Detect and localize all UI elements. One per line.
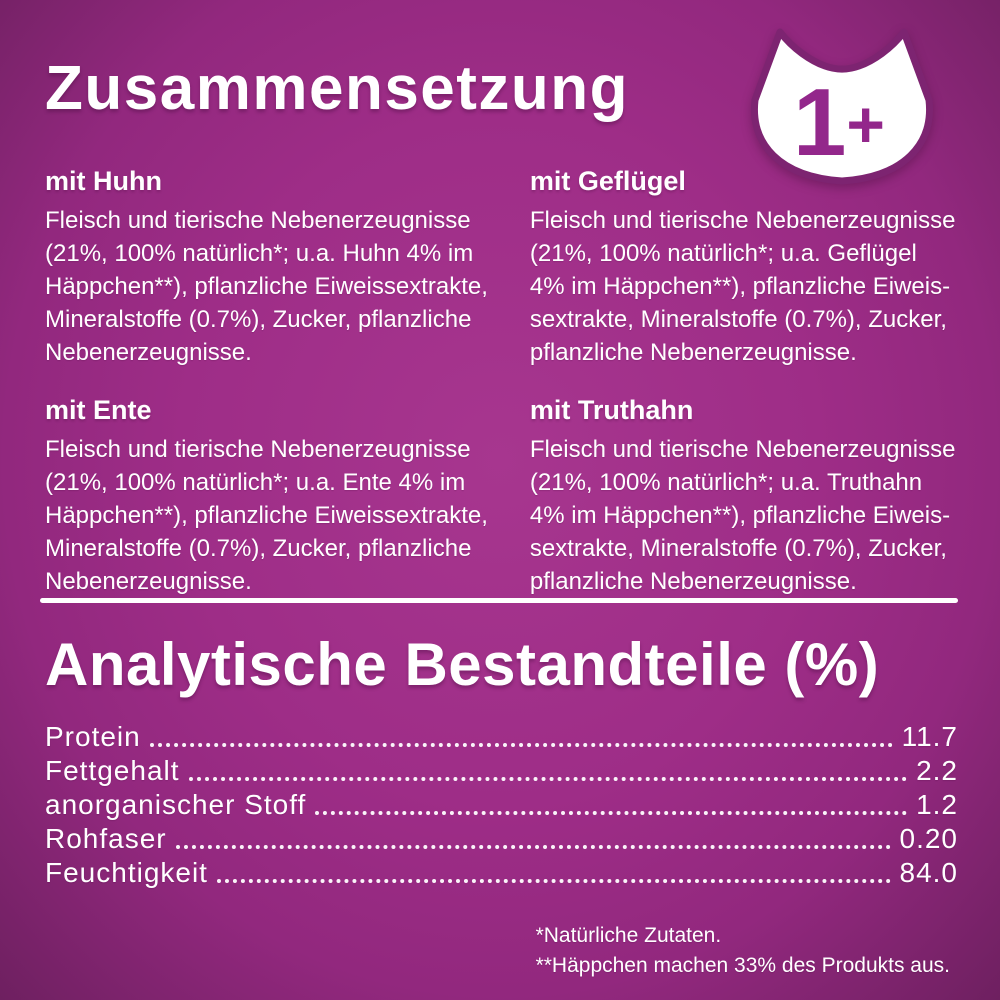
section-heading: mit Huhn: [45, 166, 162, 196]
section-mit-gefluegel: mit Geflügel Fleisch und tierische Neben…: [530, 166, 962, 369]
footnote-haeppchen: **Häppchen machen 33% des Produkts aus.: [535, 954, 950, 977]
section-mit-huhn: mit Huhn Fleisch und tierische Nebenerze…: [45, 166, 488, 369]
section-body: Fleisch und tierische Nebenerzeugnisse (…: [45, 207, 488, 367]
row-label: Feuchtigkeit: [45, 857, 208, 888]
table-row-rohfaser: Rohfaser 0.20: [45, 822, 958, 856]
row-value: 84.0: [899, 857, 958, 888]
footnotes: *Natürliche Zutaten. **Häppchen machen 3…: [536, 921, 950, 981]
analytical-table: Protein 11.7 Fettgehalt 2.2 anorganische…: [45, 720, 958, 890]
table-row-anorganischer-stoff: anorganischer Stoff 1.2: [45, 788, 958, 822]
table-row-protein: Protein 11.7: [45, 720, 958, 754]
row-value: 1.2: [916, 789, 958, 820]
row-value: 0.20: [899, 823, 958, 854]
dotted-leader: [216, 856, 891, 883]
table-row-fettgehalt: Fettgehalt 2.2: [45, 754, 958, 788]
age-badge-text: 1+: [793, 69, 885, 176]
composition-sections: mit Huhn Fleisch und tierische Nebenerze…: [45, 166, 962, 598]
section-body: Fleisch und tierische Nebenerzeugnisse (…: [529, 436, 956, 596]
dotted-leader: [188, 754, 908, 781]
dotted-leader: [175, 822, 891, 849]
cat-head-shape: [750, 28, 934, 185]
dotted-leader: [315, 788, 908, 815]
row-label: anorganischer Stoff: [45, 789, 307, 820]
composition-title: Zusammensetzung: [45, 54, 630, 123]
row-value: 11.7: [901, 721, 958, 752]
section-mit-ente: mit Ente Fleisch und tierische Nebenerze…: [45, 395, 488, 598]
cat-head-icon: 1+: [750, 28, 934, 185]
footnote-natural: *Natürliche Zutaten.: [535, 924, 722, 947]
row-label: Rohfaser: [45, 823, 167, 854]
section-mit-truthahn: mit Truthahn Fleisch und tierische Neben…: [530, 395, 962, 598]
section-heading: mit Ente: [45, 395, 152, 426]
age-badge-1plus: 1+: [742, 26, 942, 188]
section-body: Fleisch und tierische Nebenerzeugnisse (…: [45, 436, 488, 596]
row-label: Fettgehalt: [45, 755, 180, 786]
section-heading: mit Truthahn: [529, 395, 694, 426]
section-body: Fleisch und tierische Nebenerzeugnisse (…: [529, 207, 956, 367]
row-label: Protein: [45, 721, 141, 752]
dotted-leader: [149, 720, 893, 747]
section-heading: mit Geflügel: [529, 166, 686, 196]
analytical-title: Analytische Bestandteile (%): [45, 631, 880, 698]
table-row-feuchtigkeit: Feuchtigkeit 84.0: [45, 856, 958, 890]
row-value: 2.2: [916, 755, 958, 786]
section-divider: [40, 598, 958, 603]
